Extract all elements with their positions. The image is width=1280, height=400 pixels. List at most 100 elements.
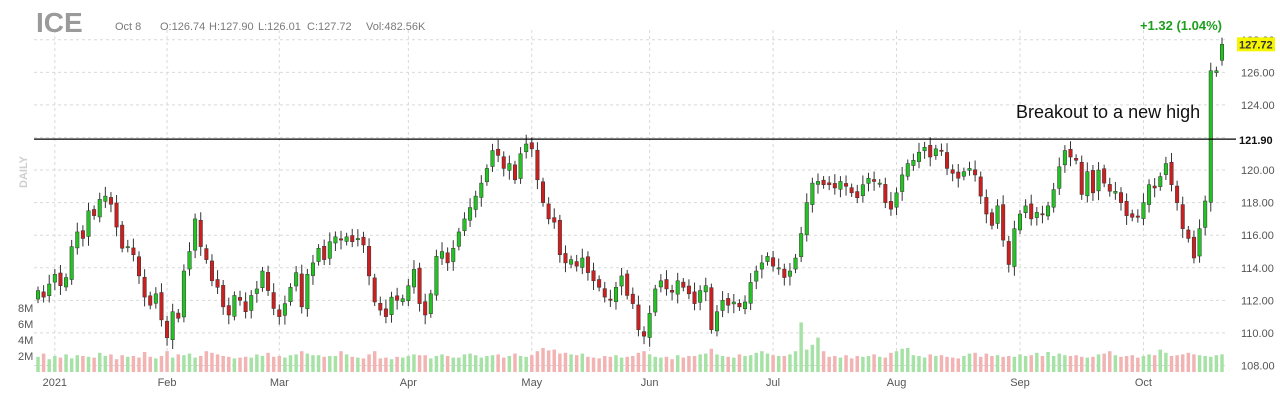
volume-bar (1136, 357, 1140, 372)
candle-body (462, 218, 467, 231)
candle-body (535, 149, 540, 181)
volume-bar (810, 344, 815, 372)
volume-bar (170, 357, 175, 372)
volume-bar (159, 356, 164, 372)
volume-bar (299, 351, 304, 372)
candle-body (563, 253, 568, 264)
volume-bar (726, 356, 730, 372)
volume-bar (75, 355, 80, 372)
candle-body (1068, 148, 1073, 158)
volume-bar (1220, 354, 1224, 372)
volume-bar (468, 353, 472, 372)
volume-bar (748, 355, 753, 372)
volume-bar (1141, 356, 1146, 372)
candle-body (950, 169, 955, 174)
candle-body (1124, 201, 1129, 216)
volume-bar (1046, 352, 1050, 372)
candle-body (1130, 213, 1135, 218)
candle-body (1090, 170, 1095, 194)
candle-body (1074, 158, 1079, 161)
volume-bar (238, 357, 242, 372)
candle-body (799, 233, 804, 257)
volume-bar (631, 356, 635, 372)
candle-body (266, 272, 271, 291)
candle-body (277, 309, 282, 317)
volume-bar (1040, 356, 1045, 372)
candle-body (221, 285, 226, 308)
candle-body (47, 283, 52, 297)
candle-body (310, 262, 315, 276)
volume-bar (1124, 356, 1129, 372)
volume-bar (271, 356, 276, 372)
volume-bar (490, 355, 495, 372)
candle-body (322, 246, 327, 260)
candle-body (131, 247, 136, 255)
volume-bar (1203, 356, 1207, 372)
volume-bar (597, 358, 601, 372)
candle-body (451, 247, 456, 262)
candle-body (933, 148, 938, 156)
y-tick-label: 116.00 (1241, 230, 1274, 242)
volume-bar (165, 351, 169, 372)
candle-body (675, 280, 680, 295)
candle-body (108, 197, 113, 205)
candle-body (473, 195, 478, 210)
volume-bar (176, 354, 181, 372)
x-tick-label: Jul (766, 377, 780, 389)
volume-bar (344, 354, 349, 372)
candle-body (1006, 241, 1011, 265)
volume-bar (311, 355, 315, 372)
volume-bar (889, 352, 893, 372)
candle-body (1023, 205, 1028, 213)
candle-body (1001, 204, 1006, 241)
candle-body (187, 251, 192, 270)
candle-body (541, 181, 546, 203)
candle-body (400, 298, 405, 302)
volume-bar (1108, 351, 1112, 372)
candle-body (978, 176, 983, 197)
candle-body (69, 246, 74, 280)
volume-bar (900, 348, 904, 372)
volume-bar (1085, 357, 1090, 372)
volume-tick-label: 4M (18, 335, 33, 347)
volume-bar (69, 358, 74, 372)
candle-body (591, 270, 596, 282)
volume-bar (973, 352, 977, 372)
candle-body (1169, 161, 1174, 185)
volume-bar (372, 351, 377, 372)
volume-bar (732, 357, 736, 372)
quote-date: Oct 8 (115, 21, 141, 33)
volume-bar (1079, 356, 1084, 372)
volume-bar (518, 356, 523, 372)
candle-body (872, 179, 877, 182)
volume-bar (591, 357, 596, 372)
volume-bar (1209, 356, 1213, 372)
candle-body (894, 192, 899, 208)
candle-body (344, 236, 349, 242)
candle-body (86, 210, 91, 237)
volume-bar (1186, 352, 1191, 372)
y-tick-label: 126.00 (1241, 67, 1275, 79)
volume-bar (41, 353, 46, 372)
candle-body (1113, 190, 1118, 194)
volume-bar (788, 354, 792, 372)
volume-bar (1113, 355, 1118, 372)
candle-body (238, 297, 242, 301)
candle-body (647, 313, 652, 338)
volume-bar (333, 356, 338, 372)
y-tick-label: 108.00 (1241, 360, 1275, 372)
volume-bar (642, 351, 646, 372)
x-tick-label: Aug (887, 377, 907, 389)
volume-bar (849, 358, 854, 372)
candle-body (922, 147, 927, 152)
volume-bar (429, 358, 433, 372)
candle-body (1085, 171, 1090, 197)
candle-body (838, 181, 843, 190)
candle-body (350, 235, 355, 242)
candle-body (866, 177, 871, 184)
candle-body (254, 288, 259, 294)
candle-body (613, 287, 618, 302)
volume-bar (47, 359, 51, 372)
candle-body (1119, 192, 1123, 203)
volume-bar (109, 354, 113, 372)
